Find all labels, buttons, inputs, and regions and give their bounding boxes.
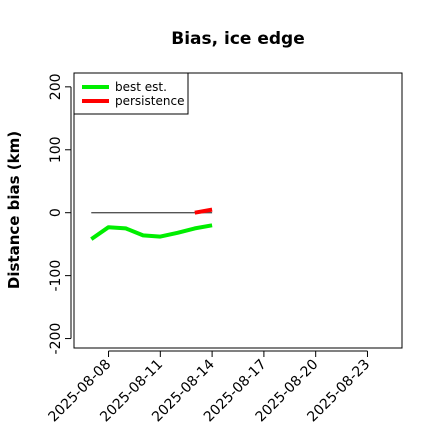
plot-frame (73, 72, 403, 349)
y-axis: -200 -100 0 100 200 (48, 73, 72, 355)
y-tick-label: -200 (48, 323, 64, 355)
chart-title: Bias, ice edge (171, 29, 305, 49)
x-axis: 2025-08-082025-08-112025-08-142025-08-17… (46, 350, 373, 425)
series-line-persistence (194, 207, 213, 215)
legend: best est.persistence (73, 72, 189, 115)
plot-content (90, 207, 213, 241)
legend-label: persistence (115, 94, 184, 108)
legend-label: best est. (115, 80, 167, 94)
y-axis-label: Distance bias (km) (5, 131, 23, 289)
series-line-best-est (90, 223, 213, 241)
y-tick-label: 100 (48, 136, 64, 163)
legend-box (73, 72, 189, 115)
y-tick-label: 200 (48, 73, 64, 100)
y-tick-label: -100 (48, 260, 64, 292)
y-tick-label: 0 (48, 208, 64, 217)
